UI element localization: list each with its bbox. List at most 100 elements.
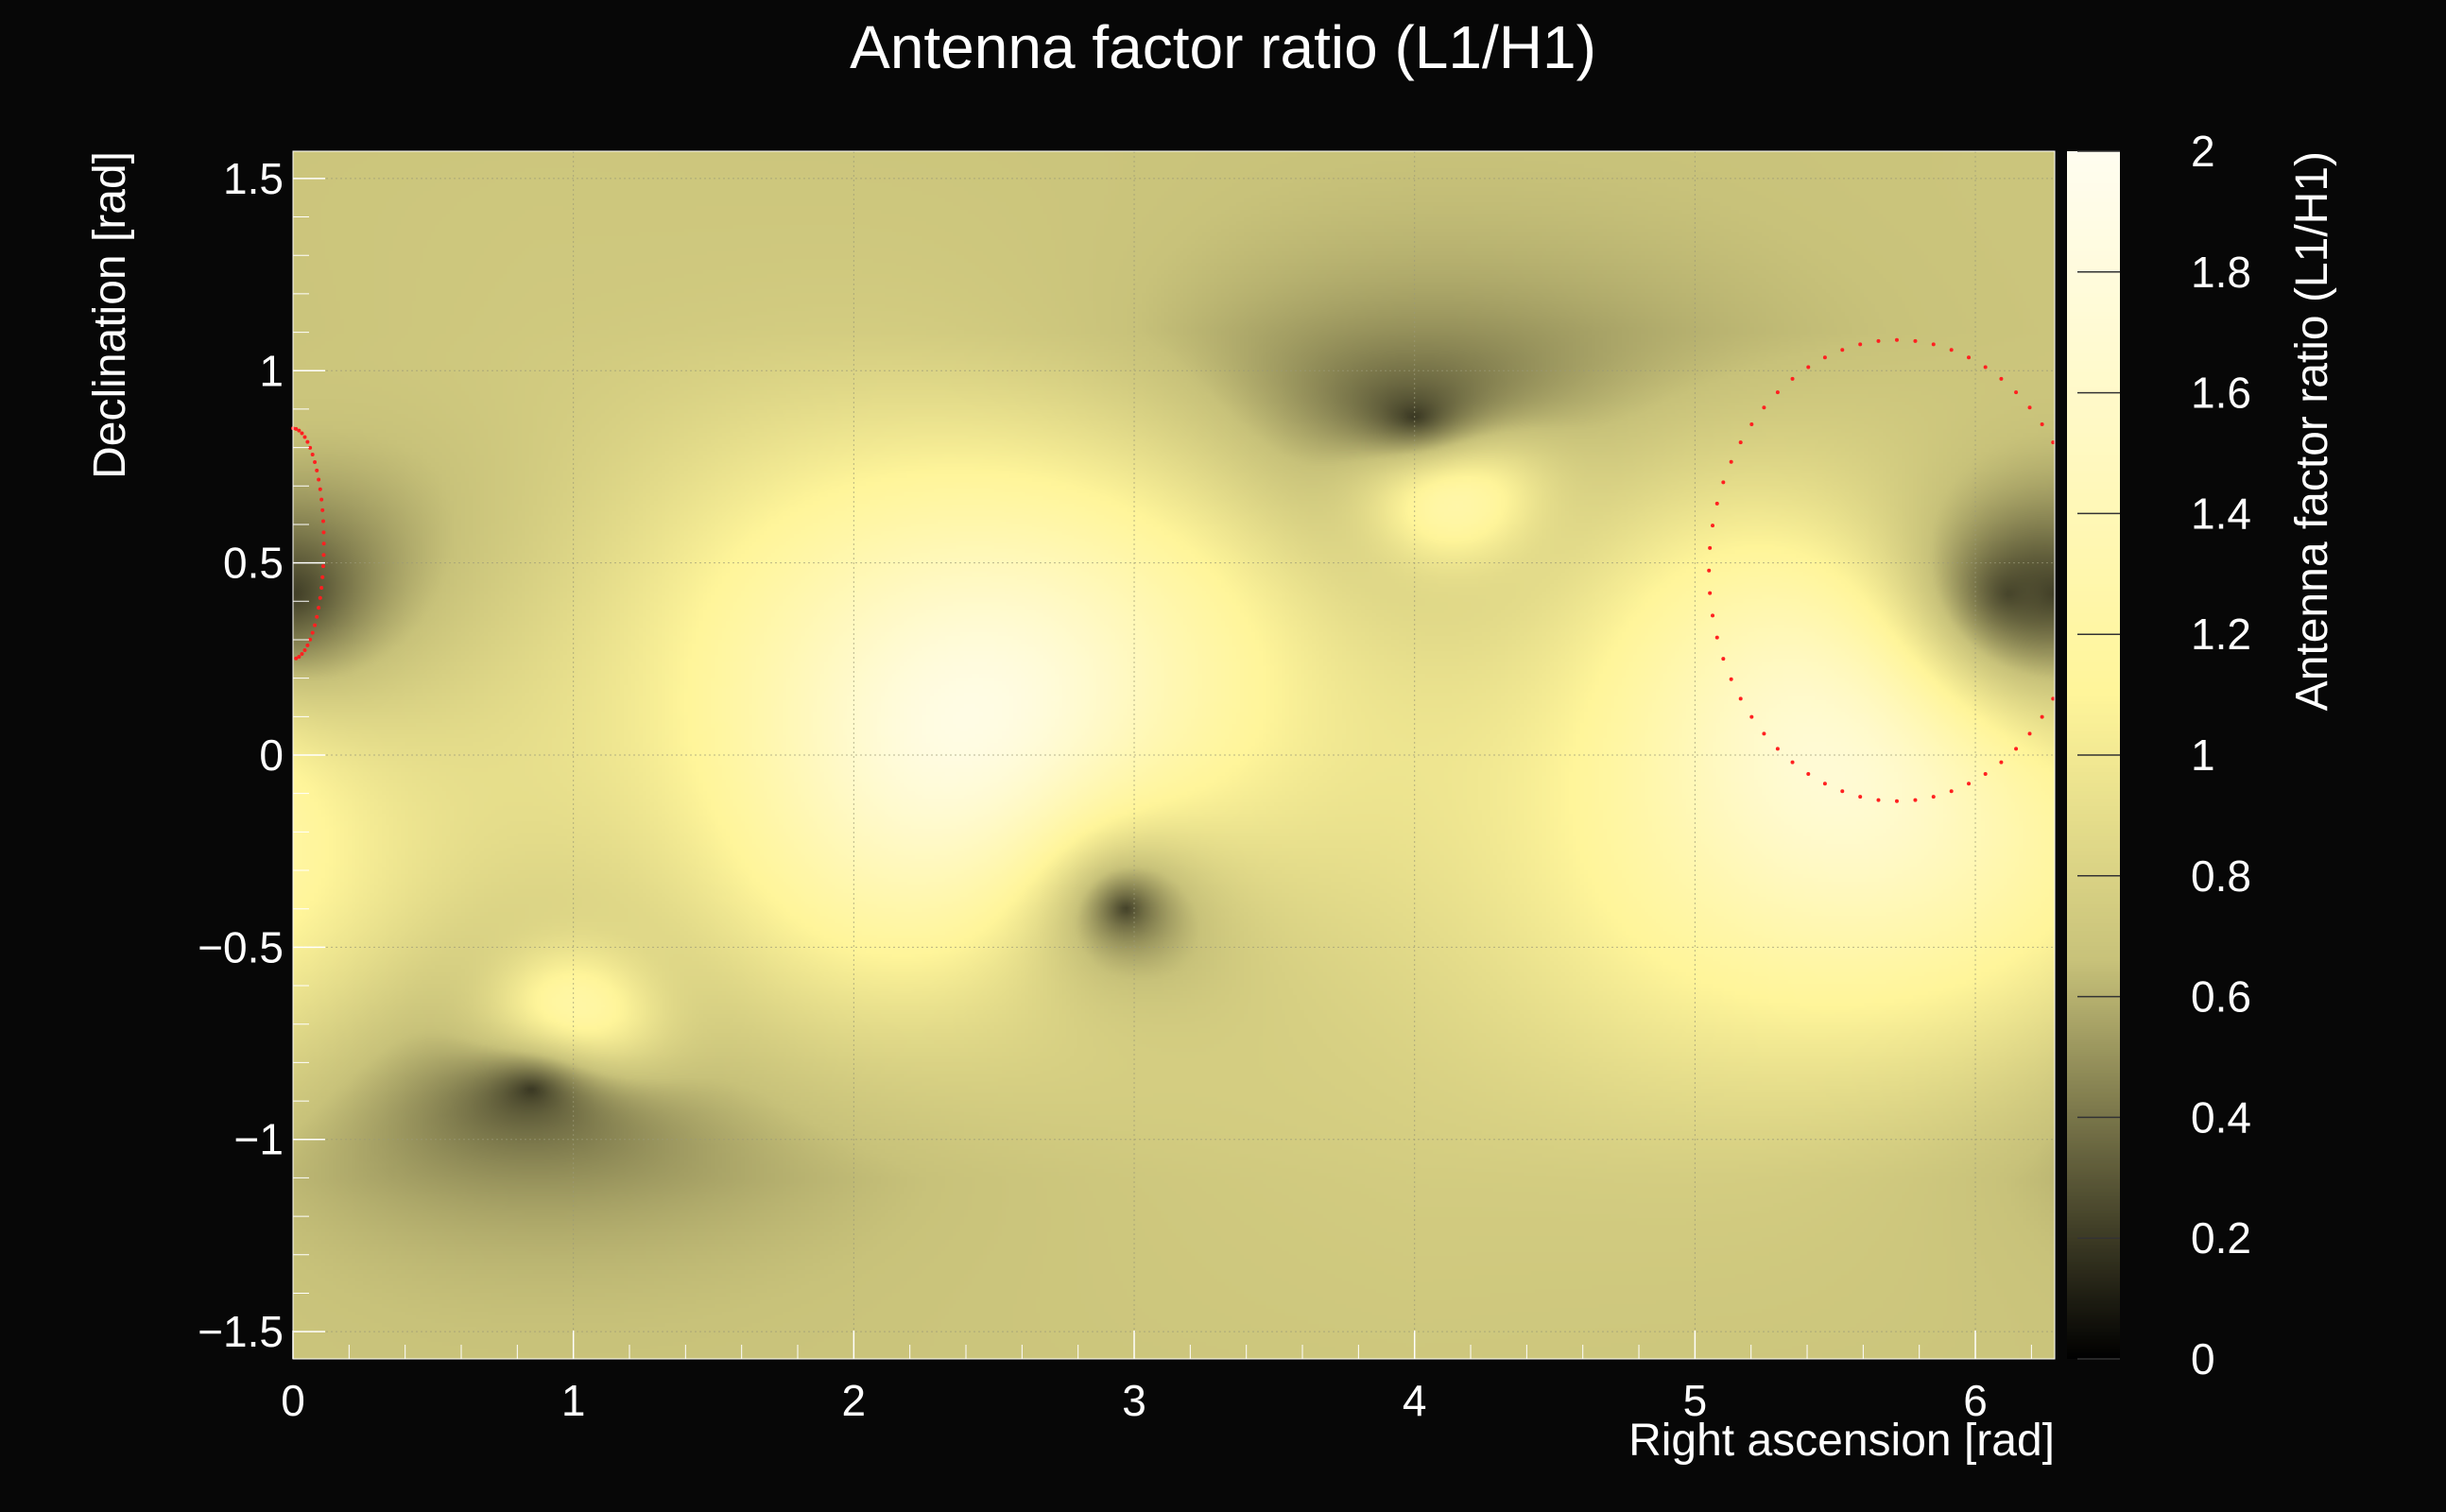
color-scale-tick-label: 0.8 [2191,851,2251,901]
overlay-dot [294,656,299,661]
overlay-dot [2027,405,2032,410]
overlay-dot [294,426,299,431]
overlay-dot [1806,771,1811,776]
overlay-dot [305,439,310,444]
overlay-dot [2040,714,2044,719]
y-tick-label: 1.5 [223,154,284,203]
overlay-dot [1949,789,1954,794]
y-axis-label: Declination [rad] [85,151,135,479]
overlay-dot [321,530,326,535]
overlay-dot [1894,799,1899,803]
overlay-dot [1714,501,1719,506]
overlay-dot [302,435,307,439]
overlay-dot [1931,342,1936,347]
overlay-dot [1858,342,1863,347]
overlay-dot [319,585,324,590]
x-tick-label: 0 [281,1376,305,1425]
color-scale-tick-label: 1.4 [2191,489,2251,538]
overlay-dot [2027,731,2032,736]
overlay-dot [1949,348,1954,352]
overlay-dot [2051,440,2056,445]
overlay-dot [1806,365,1811,369]
x-tick-label: 2 [842,1376,867,1425]
overlay-dot [1790,760,1795,765]
overlay-dot [1749,714,1754,719]
overlay-dot [1931,795,1936,799]
overlay-dot [1729,459,1733,464]
overlay-dot [2014,747,2019,751]
x-tick-label: 5 [1683,1376,1708,1425]
color-scale-tick-label: 0.6 [2191,972,2251,1022]
chart-title: Antenna factor ratio (L1/H1) [850,13,1596,81]
overlay-dot [1790,376,1795,381]
overlay-dot [313,460,318,465]
color-scale-tick-label: 0.2 [2191,1213,2251,1263]
overlay-dot [1999,760,2004,765]
overlay-dot [308,445,313,450]
overlay-dot [1714,635,1719,640]
overlay-dot [317,477,321,482]
overlay-dot [315,468,319,472]
y-tick-label: −1 [234,1115,284,1164]
overlay-dot [320,575,325,579]
overlay-dot [1775,390,1780,395]
overlay-dot [1967,355,1972,360]
color-scale-label: Antenna factor ratio (L1/H1) [2287,151,2337,711]
overlay-dot [319,497,324,502]
overlay-dot [302,648,307,653]
overlay-dot [310,630,315,635]
overlay-dot [1894,337,1899,342]
x-axis-label: Right ascension [rad] [1628,1416,2055,1466]
overlay-dot [300,431,304,436]
overlay-dot [1983,771,1988,776]
color-scale-tick-label: 1.2 [2191,610,2251,659]
overlay-dot [318,595,322,600]
color-scale-ticks: 2 1.8 1.6 1.4 1.2 1 0.8 0.6 0.4 0.2 0 [2077,127,2251,1383]
overlay-dot [1967,782,1972,786]
overlay-dot [1708,545,1713,550]
y-axis-ticks: 1.5 1 0.5 0 −0.5 −1 −1.5 [198,154,325,1356]
overlay-dot [1738,440,1743,445]
overlay-dot [2014,390,2019,395]
overlay-dot [321,519,326,524]
overlay-dot [318,487,322,491]
x-tick-label: 1 [561,1376,586,1425]
overlay-dot [1711,524,1715,528]
overlay-dot [1708,591,1713,595]
overlay-dot [1762,405,1766,410]
color-scale-tick-label: 0 [2191,1334,2215,1383]
overlay-dot [300,652,304,657]
overlay-dot [297,428,301,433]
color-scale-tick-label: 1.6 [2191,369,2251,418]
overlay-dot [2051,696,2056,701]
overlay-dot [1876,338,1881,343]
y-tick-label: −0.5 [198,922,284,971]
overlay-markers [291,337,2056,803]
color-scale-tick-label: 1.8 [2191,248,2251,297]
overlay-dot [321,564,326,569]
y-tick-label: −1.5 [198,1307,284,1356]
y-tick-label: 0 [259,730,284,780]
color-scale-tick-label: 1 [2191,730,2215,780]
overlay-dot [1983,365,1988,369]
overlay-dot [321,553,326,558]
overlay-dot [1913,798,1918,802]
color-scale-tick-label: 2 [2191,127,2215,176]
x-axis-ticks: 0 1 2 3 4 5 6 [281,1331,2032,1425]
grid-lines [293,151,2055,1359]
overlay-dot [1738,696,1743,701]
overlay-dot [1840,348,1845,352]
y-tick-label: 0.5 [223,539,284,588]
overlay-dot [2040,421,2044,426]
overlay-dot [1749,421,1754,426]
overlay-dot [1913,338,1918,343]
overlay-dot [1822,355,1827,360]
overlay-dot [313,623,318,627]
overlay-dot [320,507,325,512]
overlay-dot [321,541,326,546]
overlay-dot [1762,731,1766,736]
x-tick-label: 3 [1122,1376,1146,1425]
overlay-dot [317,606,321,610]
overlay-dot [1876,798,1881,802]
